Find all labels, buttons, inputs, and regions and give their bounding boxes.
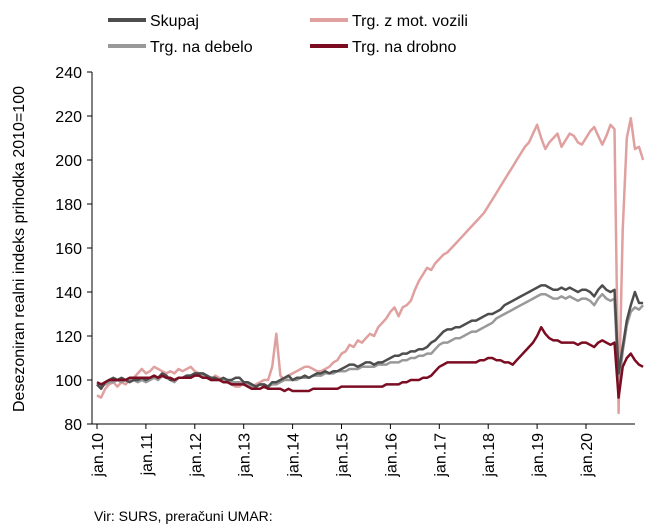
legend-label-trg-z-mot-vozili: Trg. z mot. vozili xyxy=(352,13,468,30)
y-tick-label: 240 xyxy=(55,65,82,82)
y-tick-label: 160 xyxy=(55,241,82,258)
x-tick-label: jan.14 xyxy=(286,433,303,478)
y-tick-label: 140 xyxy=(55,285,82,302)
y-tick-label: 100 xyxy=(55,373,82,390)
series-line-trg-na-drobno xyxy=(96,325,644,399)
series-line-trg-z-mot-vozili xyxy=(96,116,645,415)
y-tick-label: 180 xyxy=(55,197,82,214)
y-tick-label: 220 xyxy=(55,109,82,126)
x-axis: jan.10 jan.11 jan.12 jan.13 jan.14 jan.15 jan.… xyxy=(90,423,635,478)
x-tick-label: jan.18 xyxy=(481,433,498,478)
x-tick-label: jan.10 xyxy=(90,433,107,478)
y-tick-label: 120 xyxy=(55,329,82,346)
y-tick-label: 80 xyxy=(64,417,82,434)
x-tick-label: jan.19 xyxy=(530,433,547,478)
x-tick-label: jan.12 xyxy=(188,433,205,478)
y-tick-label: 200 xyxy=(55,153,82,170)
y-axis: 80 100 120 140 160 180 200 220 240 xyxy=(55,65,93,434)
x-tick-label: jan.20 xyxy=(579,433,596,478)
x-tick-label: jan.13 xyxy=(237,433,254,478)
legend: Skupaj Trg. z mot. vozili Trg. na debelo… xyxy=(108,13,468,56)
y-axis-title: Desezoniran realni indeks prihodka 2010=… xyxy=(11,86,28,412)
x-tick-label: jan.11 xyxy=(139,433,156,477)
x-tick-label: jan.17 xyxy=(432,433,449,478)
x-tick-label: jan.16 xyxy=(383,433,400,478)
series-line-skupaj xyxy=(96,284,644,391)
source-note: Vir: SURS, preračuni UMAR: xyxy=(94,508,273,524)
legend-label-trg-na-drobno: Trg. na drobno xyxy=(352,39,456,56)
series-lines xyxy=(96,116,645,415)
legend-label-skupaj: Skupaj xyxy=(150,13,199,30)
legend-label-trg-na-debelo: Trg. na debelo xyxy=(150,39,253,56)
x-tick-label: jan.15 xyxy=(335,433,352,478)
